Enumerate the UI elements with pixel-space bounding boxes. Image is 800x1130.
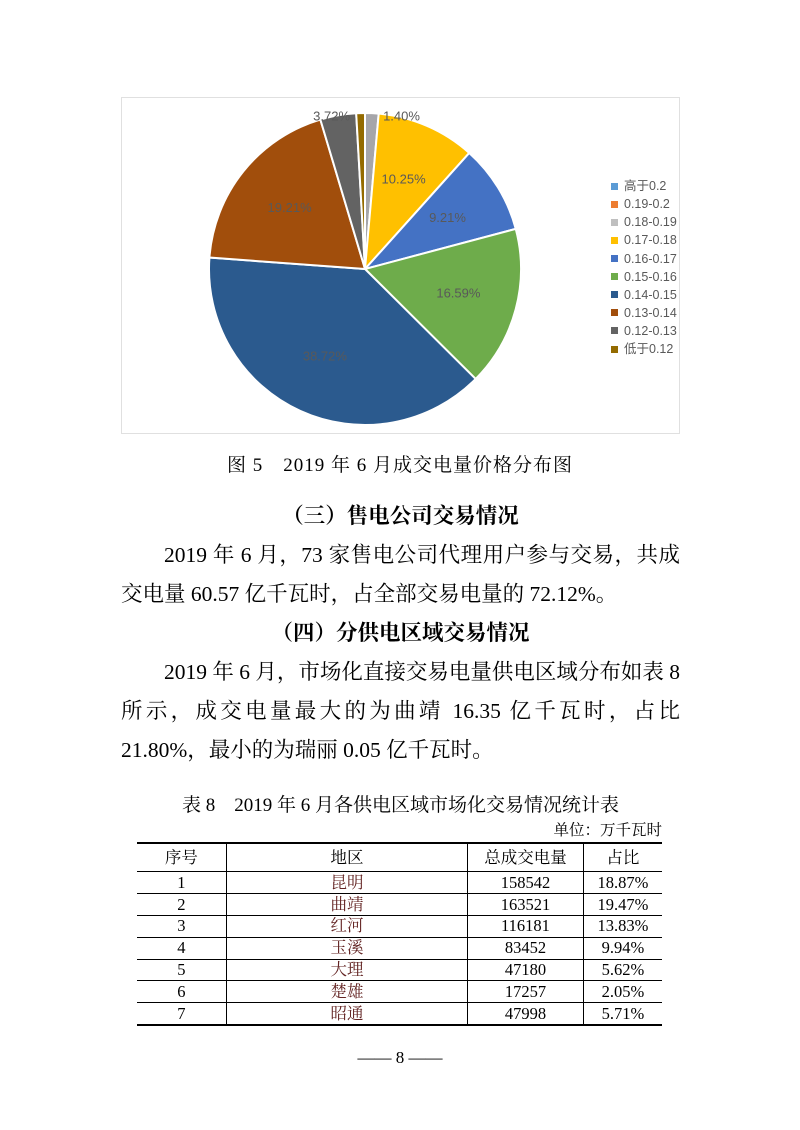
svg-text:3.72%: 3.72% xyxy=(313,108,350,123)
svg-text:9.21%: 9.21% xyxy=(429,210,466,225)
svg-text:16.59%: 16.59% xyxy=(436,285,481,300)
svg-text:10.25%: 10.25% xyxy=(382,172,427,187)
svg-text:19.21%: 19.21% xyxy=(268,200,313,215)
svg-text:1.40%: 1.40% xyxy=(383,108,420,123)
svg-text:38.72%: 38.72% xyxy=(303,348,348,363)
